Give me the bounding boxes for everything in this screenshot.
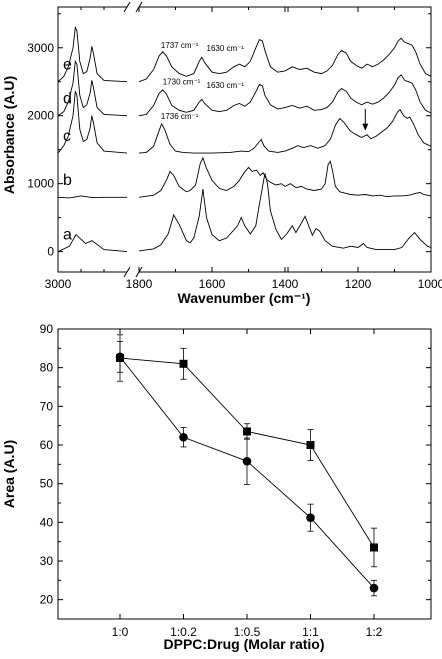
peak-annotation: 1630 cm⁻¹ xyxy=(207,81,245,90)
spectrum-line-c xyxy=(57,91,128,154)
spectrum-line-a xyxy=(57,233,128,253)
x-tick-label: 1400 xyxy=(272,277,299,291)
data-point-circle xyxy=(306,513,315,522)
area-y-axis-label: Area (A.U) xyxy=(1,440,17,508)
data-point-square xyxy=(179,359,188,368)
spectrum-line-e xyxy=(138,37,432,83)
y-tick-label: 1000 xyxy=(27,177,54,191)
peak-annotation: 1730 cm⁻¹ xyxy=(163,77,201,86)
spectra-plot-area: a b c de 1737 cm⁻¹ 1630 cm⁻¹ 1730 cm⁻¹ 1630 cm⁻… xyxy=(27,1,442,291)
data-point-square xyxy=(306,441,315,449)
spectrum-line-c xyxy=(138,108,432,154)
area-plot-area: 20 30 40 50 60 70 80 90 1:0 1:0.2 1:0.5 1:1 1:2 xyxy=(40,322,431,639)
spectrum-line-a xyxy=(138,173,432,252)
y-tick-label: 90 xyxy=(40,322,54,336)
area-panel: 20 30 40 50 60 70 80 90 1:0 1:0.2 1:0.5 1:1 1:2 DPPC… xyxy=(1,322,432,652)
y-tick-label: 40 xyxy=(40,515,54,529)
axis-break-mark xyxy=(123,1,131,13)
spectra-panel: a b c de 1737 cm⁻¹ 1630 cm⁻¹ 1730 cm⁻¹ 1630 cm⁻… xyxy=(1,1,442,306)
x-tick-label: 1800 xyxy=(126,277,153,291)
spectra-x-axis-label: Wavenumber (cm⁻¹) xyxy=(178,290,311,306)
data-point-circle xyxy=(369,583,379,593)
y-tick-label: 0 xyxy=(47,245,54,259)
data-point-square xyxy=(370,543,378,552)
spectrum-line-d xyxy=(138,74,432,117)
data-point-square xyxy=(243,427,251,436)
y-tick-label: 2000 xyxy=(27,109,54,123)
data-point-circle xyxy=(179,432,188,442)
x-tick-label: 1:1 xyxy=(302,625,319,639)
peak-annotation: 1630 cm⁻¹ xyxy=(207,44,245,53)
spectrum-label-e: e xyxy=(63,57,72,74)
peak-annotation: 1736 cm⁻¹ xyxy=(161,112,199,121)
x-tick-label: 1:0.5 xyxy=(234,625,261,639)
x-tick-label: 1200 xyxy=(345,277,372,291)
spectra-y-axis-label: Absorbance (A.U) xyxy=(1,76,17,194)
x-tick-label: 3000 xyxy=(45,277,72,291)
y-tick-label: 30 xyxy=(40,554,54,568)
spectrum-line-b xyxy=(57,195,127,199)
peak-annotation: 1737 cm⁻¹ xyxy=(161,41,199,50)
y-tick-label: 60 xyxy=(40,438,54,452)
x-tick-label: 1:2 xyxy=(366,625,383,639)
spectrum-line-b xyxy=(138,156,432,198)
spectrum-label-d: d xyxy=(63,90,72,107)
x-tick-label: 1:0.2 xyxy=(170,625,197,639)
data-point-circle xyxy=(242,456,252,466)
x-tick-label: 1600 xyxy=(199,277,226,291)
spectrum-label-c: c xyxy=(63,128,71,145)
spectrum-label-a: a xyxy=(63,226,72,243)
area-frame xyxy=(57,328,432,620)
arrow-head xyxy=(362,123,369,131)
y-tick-label: 20 xyxy=(40,593,54,607)
x-tick-label: 1000 xyxy=(418,277,442,291)
spectrum-line-d xyxy=(57,60,128,117)
spectrum-label-b: b xyxy=(63,172,72,189)
y-tick-label: 80 xyxy=(40,361,54,375)
spectra-frame xyxy=(57,6,432,273)
spectrum-line-e xyxy=(57,25,128,83)
y-tick-label: 3000 xyxy=(27,41,54,55)
y-tick-label: 70 xyxy=(40,399,54,413)
axis-break-gap xyxy=(127,6,139,273)
axis-break-mark xyxy=(123,266,131,278)
data-point-circle xyxy=(115,352,125,362)
x-tick-label: 1:0 xyxy=(112,625,129,639)
area-x-axis-label: DPPC:Drug (Molar ratio) xyxy=(164,636,325,652)
y-tick-label: 50 xyxy=(40,477,54,491)
